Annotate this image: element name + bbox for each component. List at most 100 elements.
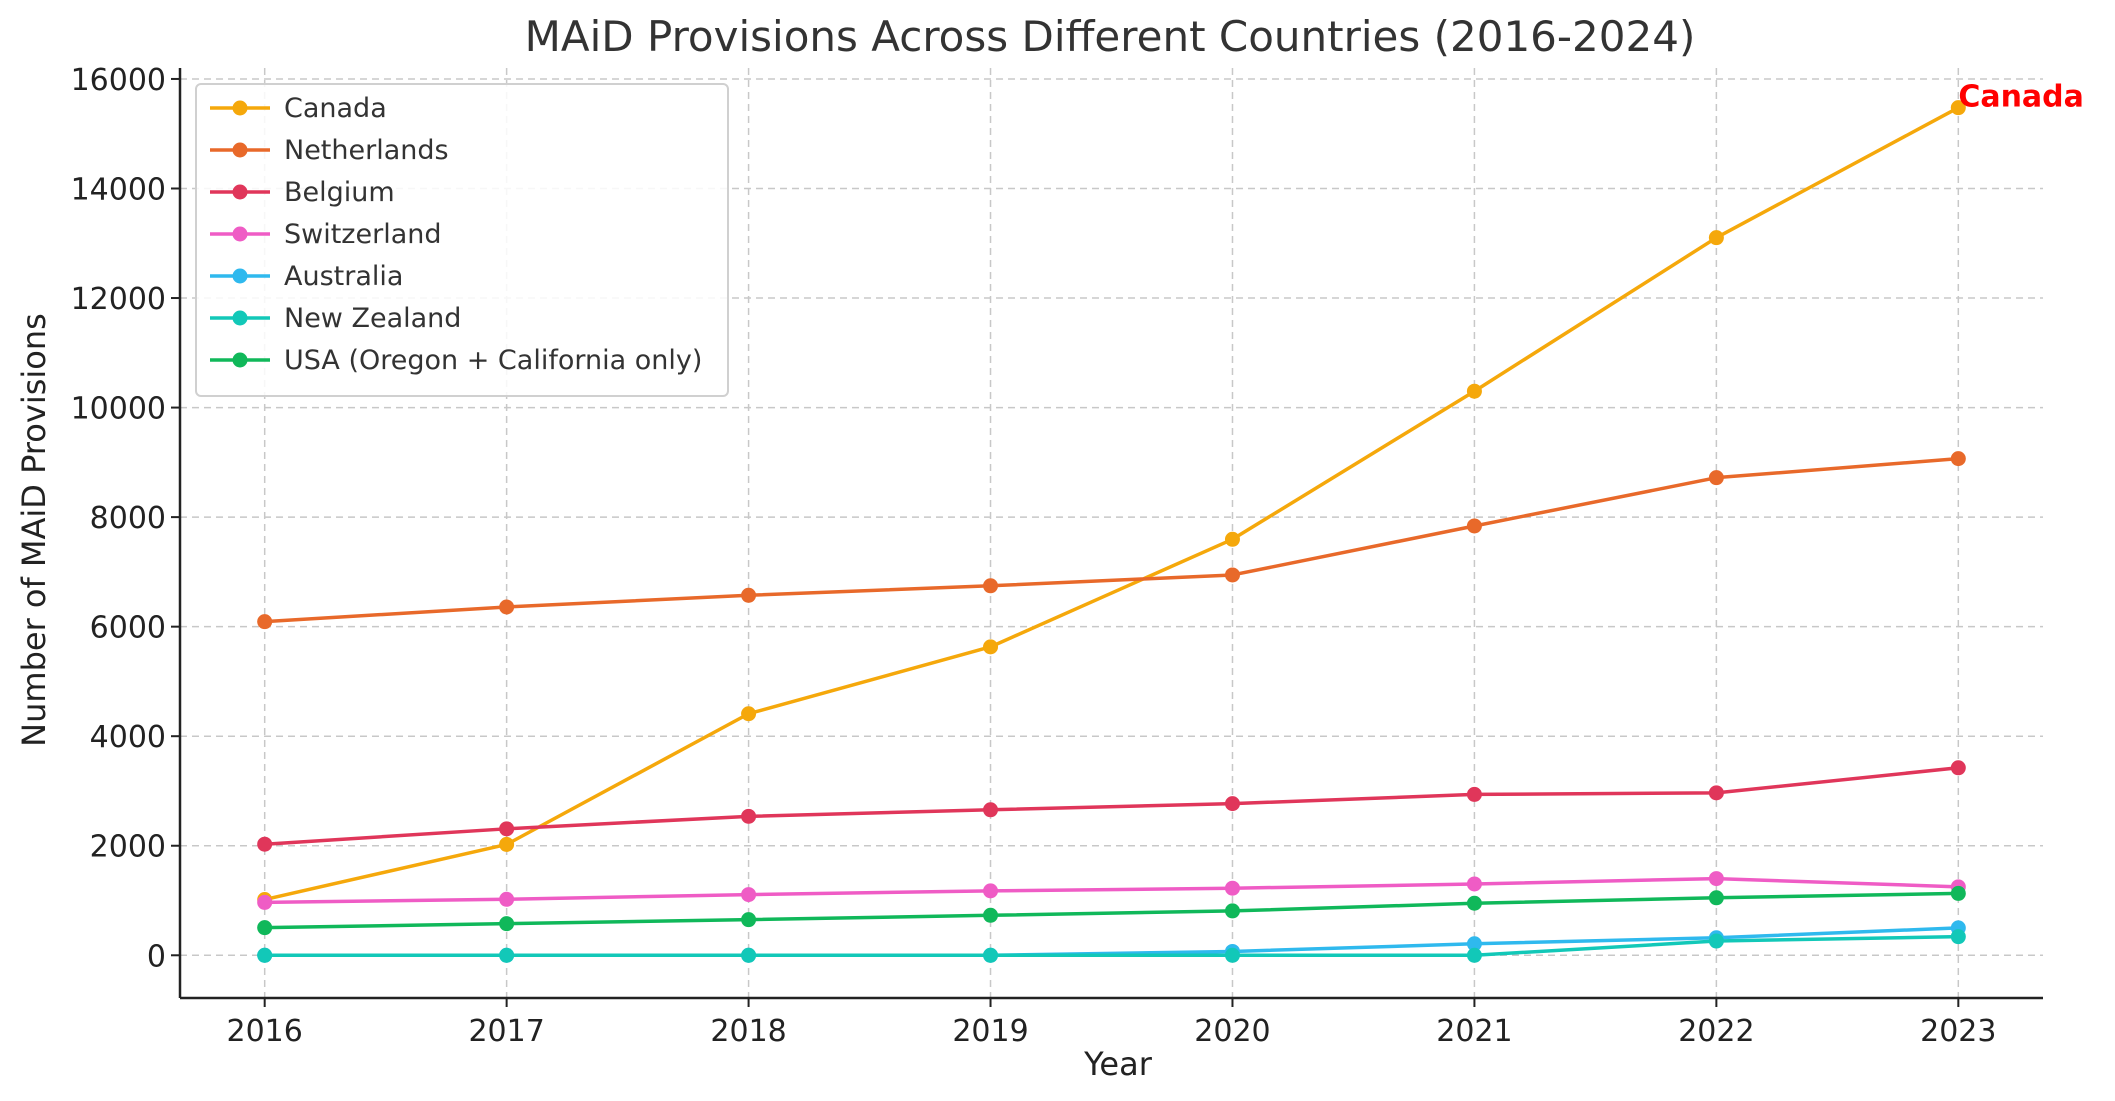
legend: Canada Netherlands Belgium Switzerland Austr… xyxy=(195,83,729,397)
legend-label: Australia xyxy=(284,261,403,292)
chart-title: MAiD Provisions Across Different Countri… xyxy=(525,12,1696,61)
legend-item: Netherlands xyxy=(210,135,449,166)
series-line xyxy=(264,891,1959,930)
y-tick-label: 10000 xyxy=(71,392,166,427)
data-point xyxy=(1950,885,1966,901)
y-tick-label: 6000 xyxy=(90,611,166,646)
data-point xyxy=(983,947,999,963)
legend-item: New Zealand xyxy=(210,303,461,334)
data-point xyxy=(1708,785,1724,801)
data-point xyxy=(1708,933,1724,949)
data-point xyxy=(983,907,999,923)
annotations: Canada xyxy=(1958,80,2084,115)
series-line xyxy=(264,766,1959,846)
y-tick-label: 16000 xyxy=(71,63,166,98)
series-switzerland xyxy=(257,871,1966,910)
x-tick-label: 2018 xyxy=(710,1014,786,1049)
legend-label: New Zealand xyxy=(284,303,461,334)
data-point xyxy=(499,599,515,615)
legend-item: Belgium xyxy=(210,177,395,208)
data-point xyxy=(1950,451,1966,467)
data-point xyxy=(1224,531,1240,547)
y-tick-label: 4000 xyxy=(90,720,166,755)
x-axis-label: Year xyxy=(1083,1045,1153,1083)
x-tick-label: 2020 xyxy=(1194,1014,1270,1049)
data-point xyxy=(499,947,515,963)
annotation-label: Canada xyxy=(1958,80,2084,115)
y-tick-label: 12000 xyxy=(71,282,166,317)
axes: 0 2000 4000 6000 8000 10000 12000 14000 16000 201… xyxy=(71,63,2043,1049)
legend-marker xyxy=(232,352,248,368)
x-tick-label: 2017 xyxy=(468,1014,544,1049)
data-point xyxy=(257,836,273,852)
legend-item: USA (Oregon + California only) xyxy=(210,345,702,376)
x-tick-label: 2023 xyxy=(1920,1014,1996,1049)
data-point xyxy=(983,578,999,594)
legend-label: Canada xyxy=(284,93,387,124)
legend-label: USA (Oregon + California only) xyxy=(284,345,702,376)
data-point xyxy=(1466,895,1482,911)
data-point xyxy=(741,587,757,603)
data-point xyxy=(741,947,757,963)
series-line xyxy=(264,876,1959,905)
series-netherlands xyxy=(257,451,1966,630)
legend-marker xyxy=(232,142,248,158)
data-point xyxy=(983,883,999,899)
legend-marker xyxy=(232,310,248,326)
data-point xyxy=(1466,876,1482,892)
legend-item: Australia xyxy=(210,261,403,292)
x-tick-label: 2016 xyxy=(227,1014,303,1049)
y-tick-label: 14000 xyxy=(71,172,166,207)
series-new-zealand xyxy=(257,929,1966,963)
data-point xyxy=(1708,871,1724,887)
legend-label: Switzerland xyxy=(284,219,442,250)
series-belgium xyxy=(257,760,1966,852)
data-point xyxy=(1950,760,1966,776)
data-point xyxy=(1950,100,1966,116)
data-point xyxy=(1224,903,1240,919)
data-point xyxy=(1224,947,1240,963)
x-tick-label: 2021 xyxy=(1436,1014,1512,1049)
data-point xyxy=(499,821,515,837)
data-point xyxy=(1224,880,1240,896)
series-usa-oregon-california-only xyxy=(257,885,1966,936)
legend-item: Switzerland xyxy=(210,219,442,250)
data-point xyxy=(1466,383,1482,399)
data-point xyxy=(1708,230,1724,246)
data-point xyxy=(1708,890,1724,906)
plot-area xyxy=(257,100,1966,963)
data-point xyxy=(1708,470,1724,486)
data-point xyxy=(741,706,757,722)
y-axis-label: Number of MAiD Provisions xyxy=(15,313,53,747)
data-point xyxy=(1950,929,1966,945)
legend-marker xyxy=(232,268,248,284)
legend-label: Netherlands xyxy=(284,135,449,166)
data-point xyxy=(741,808,757,824)
data-point xyxy=(1466,947,1482,963)
data-point xyxy=(741,912,757,928)
y-tick-label: 8000 xyxy=(90,501,166,536)
legend-marker xyxy=(232,184,248,200)
legend-item: Canada xyxy=(210,93,387,124)
data-point xyxy=(1466,786,1482,802)
data-point xyxy=(983,802,999,818)
data-point xyxy=(257,920,273,936)
series-line xyxy=(264,106,1960,902)
data-point xyxy=(741,887,757,903)
data-point xyxy=(257,894,273,910)
data-point xyxy=(499,891,515,907)
data-point xyxy=(1224,567,1240,583)
data-point xyxy=(257,614,273,630)
x-tick-label: 2022 xyxy=(1678,1014,1754,1049)
data-point xyxy=(1224,796,1240,812)
legend-marker xyxy=(232,100,248,116)
data-point xyxy=(983,639,999,655)
legend-label: Belgium xyxy=(284,177,395,208)
y-tick-label: 0 xyxy=(147,939,166,974)
legend-box xyxy=(195,83,729,397)
data-point xyxy=(499,916,515,932)
data-point xyxy=(1466,518,1482,534)
x-tick-label: 2019 xyxy=(952,1014,1028,1049)
data-point xyxy=(499,836,515,852)
